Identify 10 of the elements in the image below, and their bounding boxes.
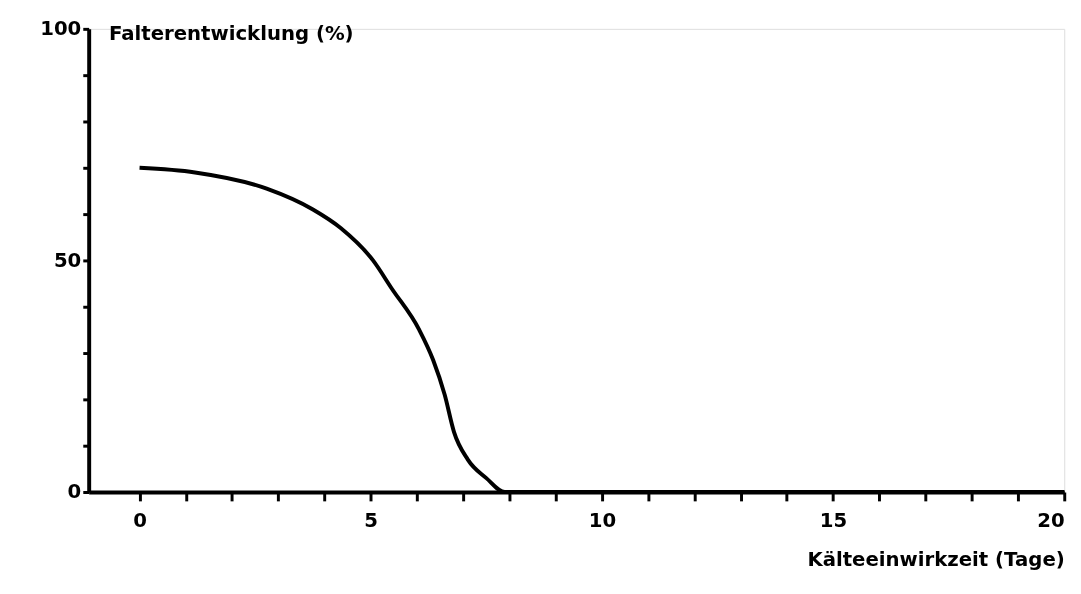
x-tick-label: 10	[588, 508, 617, 532]
y-tick-label: 100	[40, 17, 82, 41]
x-tick-label: 0	[133, 508, 147, 532]
x-tick-label: 5	[364, 508, 379, 532]
y-tick-label: 0	[67, 480, 82, 504]
x-tick-label: 20	[1037, 508, 1065, 532]
y-axis-title: Falterentwicklung (%)	[108, 22, 354, 46]
x-tick-label: 15	[819, 508, 848, 532]
x-axis-title: Kälteeinwirkzeit (Tage)	[807, 548, 1065, 572]
y-tick-label: 50	[53, 248, 82, 272]
